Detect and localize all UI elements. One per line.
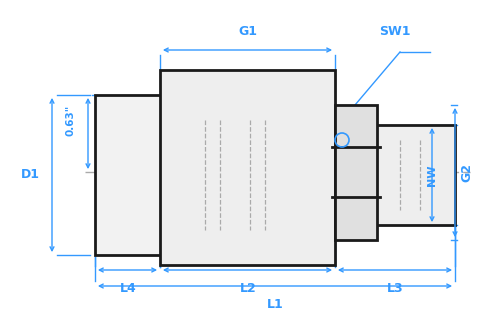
Text: 0.63": 0.63"	[65, 104, 75, 136]
Text: NW: NW	[427, 164, 437, 186]
Text: L3: L3	[387, 282, 403, 295]
Bar	[160, 70, 335, 265]
Text: G2: G2	[460, 162, 473, 182]
Bar	[95, 95, 200, 255]
Text: L4: L4	[120, 282, 136, 295]
Text: SW1: SW1	[379, 25, 411, 38]
Text: L1: L1	[266, 298, 283, 311]
Bar	[370, 125, 455, 225]
Text: L2: L2	[240, 282, 256, 295]
Bar	[335, 105, 377, 240]
Text: G1: G1	[239, 25, 257, 38]
Text: D1: D1	[21, 168, 39, 182]
